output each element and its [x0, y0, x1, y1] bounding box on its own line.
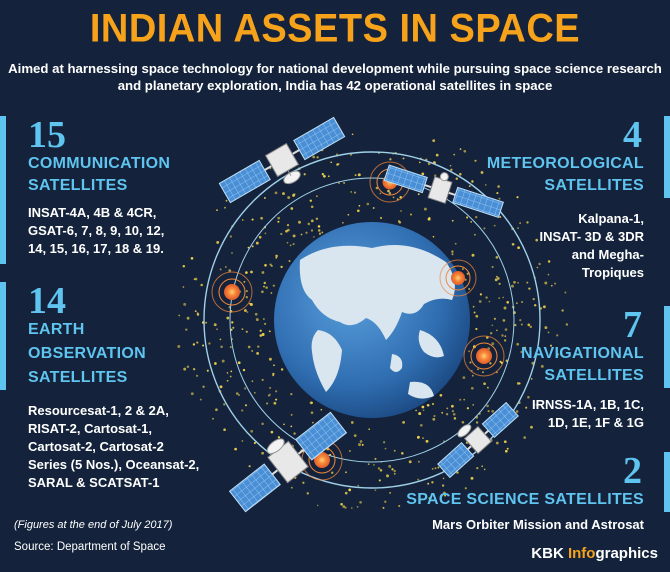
list-item: INSAT-4A, 4B & 4CR, [28, 205, 157, 220]
space-science-list: Mars Orbiter Mission and Astrosat [432, 516, 644, 534]
navigational-label-2: SATELLITES [544, 367, 644, 384]
accent-bar [664, 452, 670, 512]
earth-observation-count: 14 [28, 280, 66, 322]
accent-bar [664, 116, 670, 198]
communication-label-2: SATELLITES [28, 177, 128, 194]
earth-globe-icon [274, 222, 470, 418]
list-item: GSAT-6, 7, 8, 9, 10, 12, [28, 223, 165, 238]
communication-list: INSAT-4A, 4B & 4CR, GSAT-6, 7, 8, 9, 10,… [28, 204, 164, 258]
space-science-label: SPACE SCIENCE SATELLITES [406, 491, 644, 508]
earth-observation-label-2: OBSERVATION [28, 345, 146, 362]
list-item: INSAT- 3D & 3DR [539, 229, 645, 244]
accent-bar [0, 116, 6, 264]
meteorological-count: 4 [623, 114, 642, 156]
earth-observation-list: Resourcesat-1, 2 & 2A, RISAT-2, Cartosat… [28, 402, 199, 492]
navigational-label-1: NAVIGATIONAL [521, 345, 644, 362]
orbit-ring-icon [203, 151, 541, 489]
accent-bar [0, 282, 6, 390]
source-credit: Source: Department of Space [14, 541, 166, 553]
list-item: Resourcesat-1, 2 & 2A, [28, 403, 169, 418]
list-item: Series (5 Nos.), Oceansat-2, [28, 457, 200, 472]
satellite-icon [228, 411, 348, 513]
footnote: (Figures at the end of July 2017) [14, 519, 173, 531]
page-title: INDIAN ASSETS IN SPACE [89, 6, 581, 52]
list-item: Kalpana-1, [578, 211, 644, 226]
communication-count: 15 [28, 114, 66, 156]
brand-prefix: KBK [531, 545, 568, 562]
list-item: 14, 15, 16, 17, 18 & 19. [28, 241, 164, 256]
list-item: Mars Orbiter Mission and Astrosat [432, 517, 644, 532]
brand-suffix: graphics [595, 545, 658, 562]
list-item: RISAT-2, Cartosat-1, [28, 421, 153, 436]
meteorological-list: Kalpana-1, INSAT- 3D & 3DR and Megha- Tr… [540, 210, 645, 282]
brand-logo: KBK Infographics [531, 545, 658, 562]
list-item: Tropiques [581, 265, 644, 280]
satellite-icon [437, 401, 519, 479]
satellite-icon [383, 164, 504, 219]
navigational-list: IRNSS-1A, 1B, 1C, 1D, 1E, 1F & 1G [532, 396, 644, 432]
earth-observation-label-3: SATELLITES [28, 369, 128, 386]
intro-text: Aimed at harnessing space technology for… [8, 61, 662, 93]
list-item: 1D, 1E, 1F & 1G [547, 415, 644, 430]
satellite-icon [218, 116, 346, 204]
list-item: SARAL & SCATSAT-1 [28, 475, 160, 490]
list-item: and Megha- [571, 247, 644, 262]
meteorological-label-2: SATELLITES [544, 177, 644, 194]
accent-bar [664, 306, 670, 388]
meteorological-label-1: METEOROLOGICAL [486, 155, 644, 172]
brand-highlight: Info [567, 545, 596, 562]
navigational-count: 7 [623, 304, 642, 346]
space-science-count: 2 [623, 450, 642, 492]
list-item: Cartosat-2, Cartosat-2 [28, 439, 164, 454]
list-item: IRNSS-1A, 1B, 1C, [532, 397, 644, 412]
communication-label-1: COMMUNICATION [28, 155, 171, 172]
earth-observation-label-1: EARTH [28, 321, 85, 338]
